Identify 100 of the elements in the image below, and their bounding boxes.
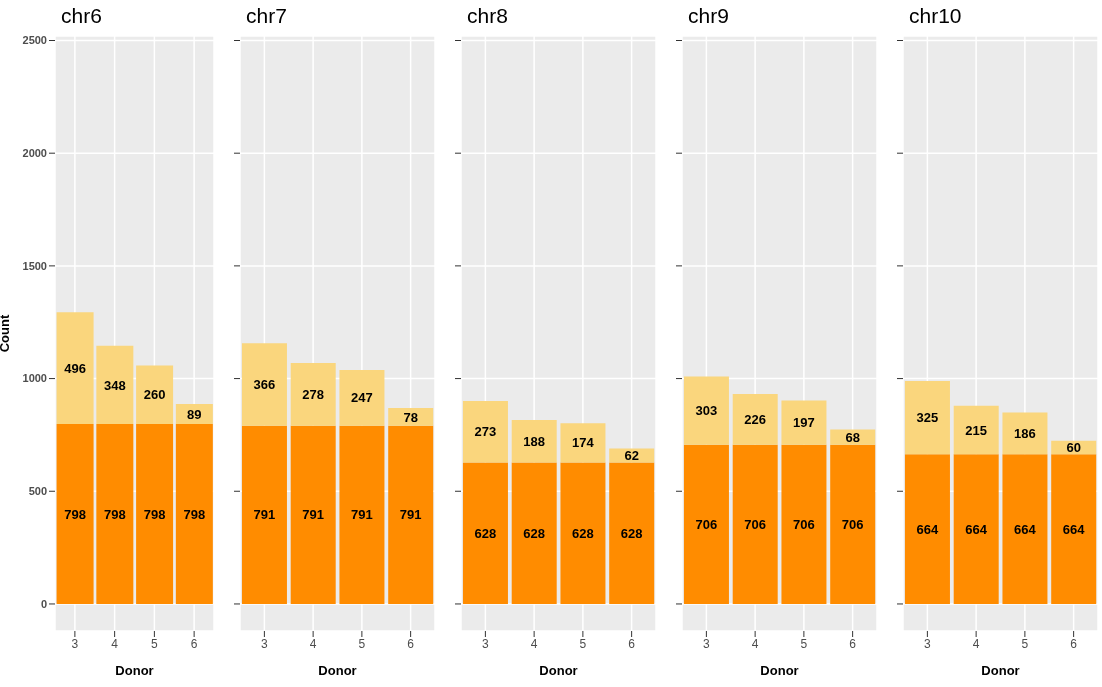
data-label: 273 (474, 424, 497, 440)
chart-title: chr6 (61, 4, 102, 28)
x-tick-label: 6 (407, 636, 415, 651)
x-tick-label: 4 (972, 636, 980, 651)
x-tick-label: 6 (1070, 636, 1078, 651)
data-label: 664 (916, 521, 940, 537)
x-tick-label: 6 (628, 636, 636, 651)
data-label: 60 (1066, 440, 1081, 456)
x-tick-label: 5 (358, 636, 366, 651)
data-label: 226 (744, 411, 767, 427)
data-label: 706 (841, 517, 864, 533)
bar (462, 462, 508, 604)
data-label: 174 (572, 435, 595, 451)
bar (830, 444, 876, 604)
data-label: 798 (103, 506, 126, 522)
x-tick-label: 6 (849, 636, 857, 651)
x-tick-label: 6 (190, 636, 198, 651)
bar (56, 424, 94, 604)
bar (241, 343, 287, 426)
data-label: 62 (624, 448, 639, 464)
data-label: 791 (351, 507, 373, 523)
bar (904, 454, 950, 604)
bar (953, 454, 999, 604)
bar (511, 420, 557, 463)
bar (1002, 454, 1048, 604)
data-label: 706 (744, 517, 767, 533)
data-label: 791 (253, 507, 276, 523)
data-label: 325 (916, 410, 939, 426)
chart-title: chr10 (909, 4, 962, 28)
bar (388, 408, 434, 426)
y-tick-label: 1500 (22, 259, 47, 272)
data-label: 215 (965, 422, 988, 438)
data-label: 791 (302, 507, 325, 523)
bar (683, 444, 729, 604)
data-label: 791 (399, 507, 422, 523)
bar (290, 425, 336, 604)
data-label: 197 (793, 415, 815, 431)
data-label: 664 (965, 521, 988, 537)
bar (290, 363, 336, 426)
x-tick-label: 5 (1021, 636, 1029, 651)
data-label: 260 (143, 387, 166, 403)
data-label: 303 (695, 403, 718, 419)
bar (781, 400, 827, 445)
bar (683, 376, 729, 445)
chart-title: chr7 (246, 4, 287, 28)
data-label: 628 (523, 525, 546, 541)
data-label: 664 (1062, 521, 1086, 537)
bar (609, 462, 655, 604)
y-tick-label: 1000 (22, 372, 47, 385)
x-axis-title: Donor (115, 663, 154, 678)
data-label: 186 (1014, 425, 1036, 441)
y-tick-label: 500 (28, 485, 47, 498)
x-axis-title: Donor (539, 663, 578, 678)
bar (953, 405, 999, 455)
data-label: 247 (351, 390, 373, 406)
bar (560, 462, 606, 604)
data-label: 628 (572, 525, 594, 541)
bar (1051, 454, 1097, 604)
x-tick-label: 3 (71, 636, 79, 651)
x-tick-label: 5 (579, 636, 587, 651)
data-label: 68 (845, 429, 860, 445)
data-label: 188 (523, 433, 546, 449)
bar (904, 381, 950, 455)
bar (96, 424, 134, 604)
data-label: 628 (620, 525, 643, 541)
chart-title: chr8 (467, 4, 508, 28)
bar (732, 444, 778, 604)
chart-title: chr9 (688, 4, 729, 28)
bar (560, 423, 606, 463)
bar (511, 462, 557, 604)
x-tick-label: 5 (151, 636, 159, 651)
data-label: 798 (143, 506, 166, 522)
bar (96, 345, 134, 425)
x-tick-label: 3 (703, 636, 711, 651)
y-tick-label: 0 (40, 597, 47, 610)
x-tick-label: 3 (482, 636, 490, 651)
data-label: 664 (1014, 521, 1037, 537)
data-label: 798 (64, 506, 86, 522)
bar (339, 425, 385, 604)
bar (136, 424, 174, 604)
bar (732, 393, 778, 445)
x-axis-title: Donor (318, 663, 357, 678)
x-axis-title: Donor (981, 663, 1020, 678)
y-tick-label: 2500 (22, 34, 47, 47)
bar (56, 312, 94, 425)
x-tick-label: 4 (309, 636, 317, 651)
bar (1002, 412, 1048, 455)
y-tick-label: 2000 (22, 147, 47, 160)
data-label: 628 (474, 525, 497, 541)
x-tick-label: 3 (924, 636, 932, 651)
data-label: 366 (253, 377, 276, 393)
data-label: 348 (103, 377, 126, 393)
bar (175, 424, 213, 604)
data-label: 89 (187, 406, 202, 422)
data-label: 496 (64, 360, 86, 376)
x-tick-label: 3 (261, 636, 269, 651)
y-axis-title: Count (0, 314, 12, 353)
bar (388, 425, 434, 604)
x-tick-label: 4 (111, 636, 119, 651)
bar (339, 370, 385, 426)
